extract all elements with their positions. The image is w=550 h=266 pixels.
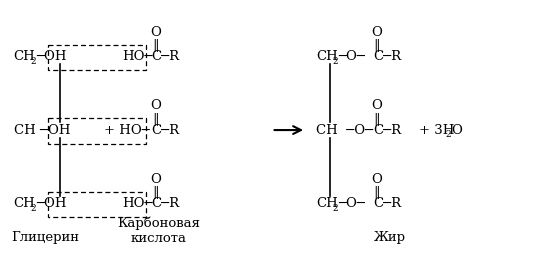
Text: Карбоновая
кислота: Карбоновая кислота bbox=[117, 217, 200, 245]
Text: ‖: ‖ bbox=[373, 186, 380, 199]
Text: Глицерин: Глицерин bbox=[11, 231, 79, 244]
Text: 2: 2 bbox=[333, 204, 338, 213]
Text: O: O bbox=[452, 124, 463, 136]
Text: O: O bbox=[150, 26, 161, 39]
Text: HO─: HO─ bbox=[122, 197, 152, 210]
Text: HO─: HO─ bbox=[122, 50, 152, 63]
Text: 2: 2 bbox=[446, 130, 452, 139]
Text: C─R: C─R bbox=[373, 124, 401, 136]
Text: CH: CH bbox=[14, 197, 35, 210]
Bar bbox=[48, 192, 146, 217]
Text: C─R: C─R bbox=[151, 124, 180, 136]
Text: C─R: C─R bbox=[151, 197, 180, 210]
Text: C─R: C─R bbox=[151, 50, 180, 63]
Text: C─R: C─R bbox=[373, 197, 401, 210]
Text: + 3H: + 3H bbox=[419, 124, 455, 136]
Text: ─OH: ─OH bbox=[36, 50, 67, 63]
Bar bbox=[48, 45, 146, 70]
Text: ─O─: ─O─ bbox=[338, 50, 365, 63]
Text: O: O bbox=[371, 99, 382, 112]
Text: C─R: C─R bbox=[373, 50, 401, 63]
Text: ‖: ‖ bbox=[152, 113, 159, 126]
Text: ‖: ‖ bbox=[373, 39, 380, 52]
Bar bbox=[48, 118, 146, 144]
Text: CH: CH bbox=[316, 50, 338, 63]
Text: + HO─: + HO─ bbox=[104, 124, 150, 136]
Text: ─OH: ─OH bbox=[36, 197, 67, 210]
Text: CH  ─O─: CH ─O─ bbox=[316, 124, 373, 136]
Text: Жир: Жир bbox=[373, 231, 406, 244]
Text: 2: 2 bbox=[30, 57, 36, 66]
Text: 2: 2 bbox=[30, 204, 36, 213]
Text: O: O bbox=[371, 26, 382, 39]
Text: ‖: ‖ bbox=[152, 39, 159, 52]
Text: CH: CH bbox=[14, 50, 35, 63]
Text: ‖: ‖ bbox=[373, 113, 380, 126]
Text: O: O bbox=[150, 173, 161, 185]
Text: CH ─OH: CH ─OH bbox=[14, 124, 70, 136]
Text: 2: 2 bbox=[333, 57, 338, 66]
Text: ‖: ‖ bbox=[152, 186, 159, 199]
Text: ─O─: ─O─ bbox=[338, 197, 365, 210]
Text: O: O bbox=[371, 173, 382, 185]
Text: O: O bbox=[150, 99, 161, 112]
Text: CH: CH bbox=[316, 197, 338, 210]
